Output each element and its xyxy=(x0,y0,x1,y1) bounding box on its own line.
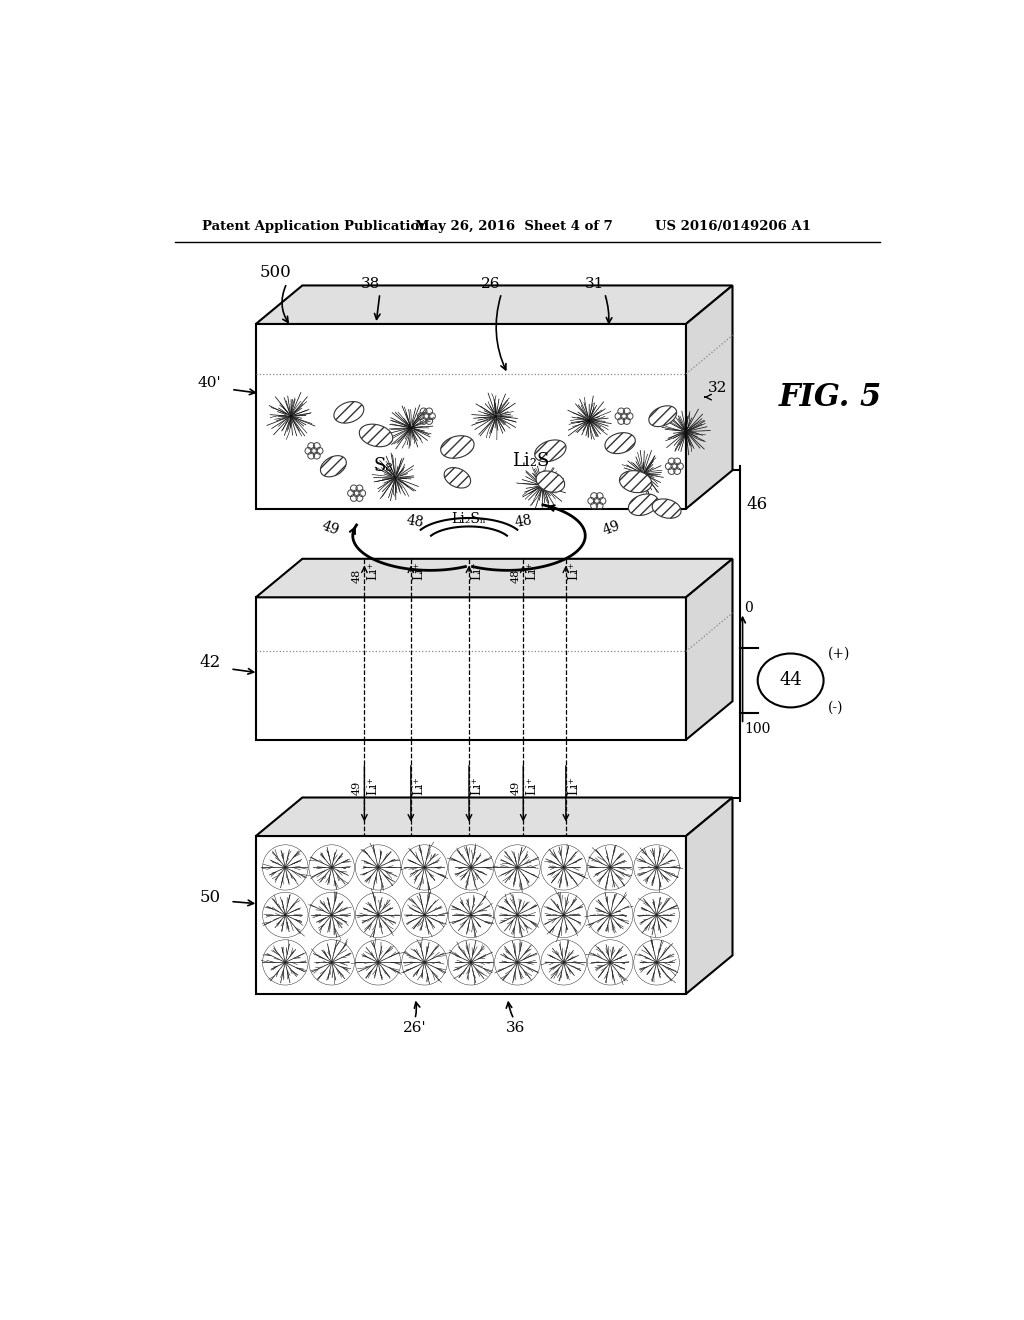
Text: 31: 31 xyxy=(586,277,604,290)
Text: 32: 32 xyxy=(708,381,727,395)
Text: 38: 38 xyxy=(360,277,380,290)
Text: Li⁺: Li⁺ xyxy=(524,776,538,796)
Text: Li⁺: Li⁺ xyxy=(471,776,483,796)
Ellipse shape xyxy=(629,494,658,516)
Text: 48: 48 xyxy=(404,513,425,531)
Polygon shape xyxy=(256,598,686,739)
Text: 49: 49 xyxy=(601,519,623,537)
Ellipse shape xyxy=(334,401,364,424)
Ellipse shape xyxy=(537,471,564,492)
Text: 48: 48 xyxy=(513,513,534,531)
Ellipse shape xyxy=(758,653,823,708)
Polygon shape xyxy=(256,836,686,994)
Text: Li⁺: Li⁺ xyxy=(413,561,425,581)
Polygon shape xyxy=(686,285,732,508)
Polygon shape xyxy=(686,797,732,994)
Text: 42: 42 xyxy=(200,655,221,672)
Text: 100: 100 xyxy=(744,722,770,737)
Text: Li₂Sₙ: Li₂Sₙ xyxy=(452,512,486,525)
Text: Patent Application Publication: Patent Application Publication xyxy=(202,219,428,232)
Text: Li⁺: Li⁺ xyxy=(524,561,538,581)
Text: 48: 48 xyxy=(511,569,521,582)
Polygon shape xyxy=(256,285,732,323)
Ellipse shape xyxy=(535,440,566,462)
Text: FIG. 5: FIG. 5 xyxy=(779,381,883,413)
Text: (-): (-) xyxy=(827,701,844,714)
Text: Li⁺: Li⁺ xyxy=(366,561,379,581)
Text: 46: 46 xyxy=(746,496,768,513)
Polygon shape xyxy=(256,797,732,836)
Text: Li⁺: Li⁺ xyxy=(471,561,483,581)
Text: 50: 50 xyxy=(200,890,221,906)
Text: 40': 40' xyxy=(198,376,221,391)
Polygon shape xyxy=(256,558,732,598)
Text: 500: 500 xyxy=(260,264,292,281)
Text: Li₂S: Li₂S xyxy=(512,451,550,470)
Text: 0: 0 xyxy=(744,601,753,615)
Text: 49: 49 xyxy=(352,780,362,795)
Text: May 26, 2016  Sheet 4 of 7: May 26, 2016 Sheet 4 of 7 xyxy=(415,219,612,232)
Text: 36: 36 xyxy=(506,1022,525,1035)
Text: 48: 48 xyxy=(352,569,362,582)
Text: 44: 44 xyxy=(779,672,802,689)
Text: 49: 49 xyxy=(511,780,521,795)
Ellipse shape xyxy=(605,433,635,454)
Ellipse shape xyxy=(652,499,681,519)
Text: 26: 26 xyxy=(480,277,500,290)
Text: 49: 49 xyxy=(319,519,341,537)
Ellipse shape xyxy=(444,467,471,488)
Ellipse shape xyxy=(359,424,393,446)
Text: Li⁺: Li⁺ xyxy=(567,561,581,581)
Polygon shape xyxy=(256,323,686,508)
Text: 26': 26' xyxy=(402,1022,427,1035)
Text: (+): (+) xyxy=(827,647,850,660)
Text: Li⁺: Li⁺ xyxy=(413,776,425,796)
Polygon shape xyxy=(686,558,732,739)
Ellipse shape xyxy=(440,436,474,458)
Text: S₈: S₈ xyxy=(374,458,393,475)
Ellipse shape xyxy=(620,471,651,492)
Text: Li⁺: Li⁺ xyxy=(366,776,379,796)
Ellipse shape xyxy=(321,455,346,477)
Text: US 2016/0149206 A1: US 2016/0149206 A1 xyxy=(655,219,811,232)
Text: Li⁺: Li⁺ xyxy=(567,776,581,796)
Ellipse shape xyxy=(649,405,677,426)
